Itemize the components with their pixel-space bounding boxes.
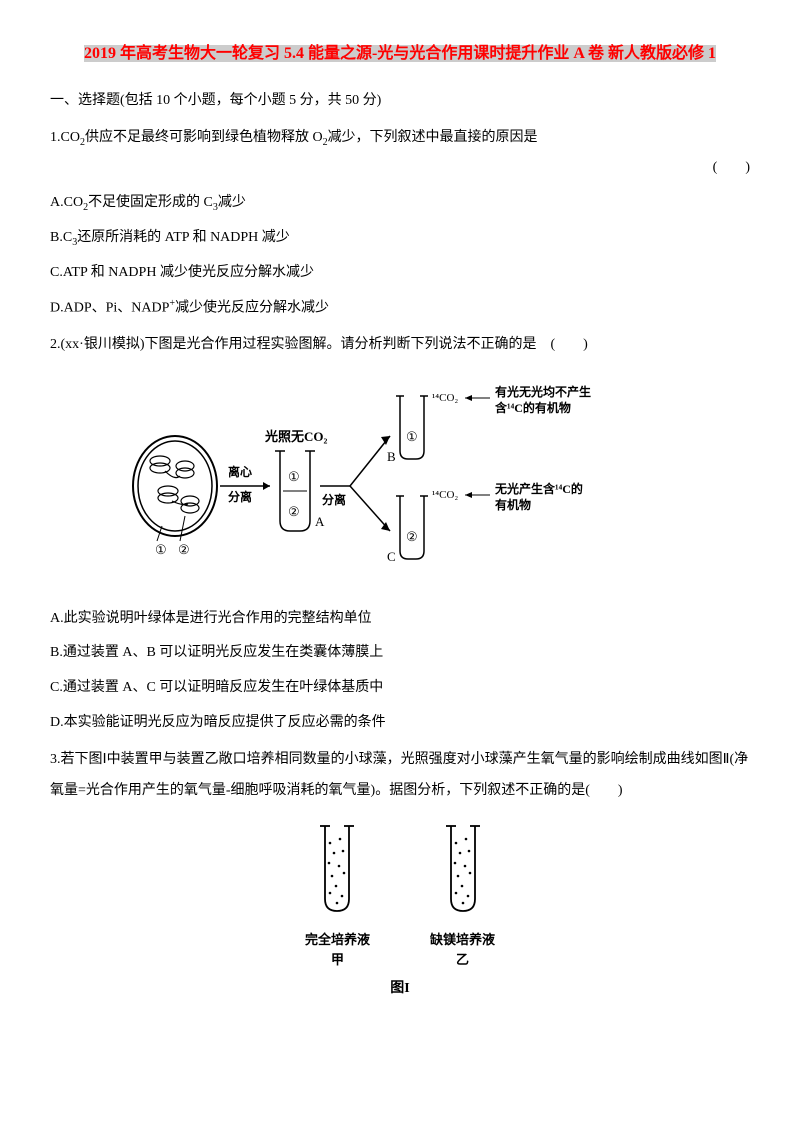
label-circle1-bottom: ①: [155, 542, 167, 557]
label-c-text-2: 有机物: [495, 497, 531, 512]
tube-a-label: A: [315, 514, 325, 529]
q1-paren: ( ): [713, 153, 750, 184]
document-title: 2019 年高考生物大一轮复习 5.4 能量之源-光与光合作用课时提升作业 A …: [84, 45, 716, 62]
q1-paren-line: ( ): [50, 153, 750, 184]
question-3: 3.若下图Ⅰ中装置甲与装置乙敞口培养相同数量的小球藻，光照强度对小球藻产生氧气量…: [50, 745, 750, 807]
q1-option-d: D.ADP、Pi、NADP+减少使光反应分解水减少: [50, 293, 750, 324]
q1b-pre: B.C: [50, 230, 72, 245]
tube-c-label: C: [387, 549, 396, 564]
q3-diagram: 完全培养液 甲 缺镁培养液 乙 图I: [50, 821, 750, 1004]
q1-option-c: C.ATP 和 NADPH 减少使光反应分解水减少: [50, 258, 750, 289]
q2-option-a: A.此实验说明叶绿体是进行光合作用的完整结构单位: [50, 604, 750, 635]
label-b-co2: ¹⁴CO₂: [432, 392, 458, 404]
q1d-post: 减少使光反应分解水减少: [175, 300, 329, 315]
q2-option-c: C.通过装置 A、C 可以证明暗反应发生在叶绿体基质中: [50, 673, 750, 704]
tube-jia: 完全培养液 甲: [305, 821, 370, 969]
svg-text:①: ①: [288, 469, 300, 484]
label-b-text-2: 含¹⁴C的有机物: [495, 400, 571, 415]
q1a-mid: 不足使固定形成的 C: [88, 195, 213, 210]
title-block: 2019 年高考生物大一轮复习 5.4 能量之源-光与光合作用课时提升作业 A …: [50, 40, 750, 71]
label-centrifuge-2: 分离: [228, 489, 252, 504]
label-b-text-1: 有光无光均不产生: [495, 384, 591, 399]
q1-option-a: A.CO2不足使固定形成的 C3减少: [50, 188, 750, 219]
label-c-text-1: 无光产生含¹⁴C的: [494, 481, 583, 496]
label-centrifuge-1: 离心: [228, 464, 252, 479]
section-heading: 一、选择题(包括 10 个小题，每个小题 5 分，共 50 分): [50, 86, 750, 117]
q1d-pre: D.ADP、Pi、NADP: [50, 300, 169, 315]
tube-yi: 缺镁培养液 乙: [430, 821, 495, 969]
tube-yi-label1: 缺镁培养液: [430, 932, 495, 949]
q1-stem-pre: 1.CO: [50, 130, 80, 145]
tube-jia-label2: 甲: [305, 952, 370, 969]
q2-diagram: ① ② 离心 分离 ① ② A 光照无CO₂ 分离: [50, 376, 750, 589]
tube-a: ① ②: [275, 451, 315, 531]
svg-text:②: ②: [406, 529, 418, 544]
tube-b: ①: [396, 396, 428, 459]
tube-c: ②: [396, 496, 428, 559]
question-2: 2.(xx·银川模拟)下图是光合作用过程实验图解。请分析判断下列说法不正确的是 …: [50, 330, 750, 361]
q1a-pre: A.CO: [50, 195, 83, 210]
q2-option-b: B.通过装置 A、B 可以证明光反应发生在类囊体薄膜上: [50, 638, 750, 669]
tube-b-label: B: [387, 449, 396, 464]
q1b-post: 还原所消耗的 ATP 和 NADPH 减少: [77, 230, 290, 245]
q1-option-b: B.C3还原所消耗的 ATP 和 NADPH 减少: [50, 223, 750, 254]
svg-text:②: ②: [288, 504, 300, 519]
figure-1-label: 图I: [50, 974, 750, 1005]
tube-yi-label2: 乙: [430, 952, 495, 969]
svg-text:①: ①: [406, 429, 418, 444]
question-1: 1.CO2供应不足最终可影响到绿色植物释放 O2减少，下列叙述中最直接的原因是: [50, 123, 750, 154]
tube-jia-label1: 完全培养液: [305, 932, 370, 949]
q1-stem-post: 减少，下列叙述中最直接的原因是: [328, 130, 538, 145]
label-c-co2: ¹⁴CO₂: [432, 489, 458, 501]
label-separate: 分离: [322, 492, 346, 507]
label-light-noco2: 光照无CO₂: [264, 429, 328, 444]
q2-option-d: D.本实验能证明光反应为暗反应提供了反应必需的条件: [50, 708, 750, 739]
label-circle2-bottom: ②: [178, 542, 190, 557]
q1a-post: 减少: [218, 195, 246, 210]
q1-stem-mid: 供应不足最终可影响到绿色植物释放 O: [85, 130, 323, 145]
